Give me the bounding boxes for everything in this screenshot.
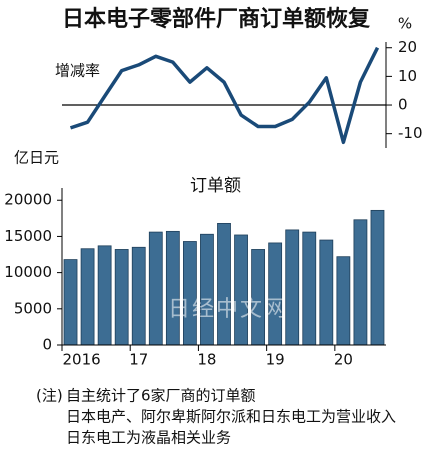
bar bbox=[268, 242, 283, 346]
bar-label: 订单额 bbox=[190, 176, 241, 196]
bar bbox=[370, 209, 385, 346]
y2-tick-label: 10 bbox=[398, 67, 417, 85]
bar bbox=[148, 231, 163, 346]
bar bbox=[200, 233, 214, 346]
y2-tick-label: -10 bbox=[398, 124, 423, 142]
bar bbox=[353, 219, 368, 346]
y2-unit: % bbox=[398, 15, 412, 33]
x-tick-label: 2016 bbox=[63, 351, 101, 369]
y-unit: 亿日元 bbox=[14, 149, 59, 167]
bar bbox=[97, 245, 112, 346]
bar bbox=[165, 230, 180, 346]
line-label: 增减率 bbox=[55, 62, 100, 80]
bar bbox=[217, 222, 231, 346]
y-tick-label: 20000 bbox=[4, 191, 52, 209]
bar bbox=[336, 256, 351, 346]
note: 日本电产、阿尔卑斯阿尔派和日东电工为营业收入 bbox=[66, 408, 396, 426]
bar bbox=[80, 248, 95, 346]
note-label: (注) bbox=[36, 387, 63, 405]
y2-tick-label: 0 bbox=[398, 96, 408, 114]
x-tick-label: 19 bbox=[266, 351, 285, 369]
bar bbox=[131, 246, 146, 346]
bar bbox=[63, 259, 78, 346]
x-tick-label: 20 bbox=[334, 351, 353, 369]
watermark: 日经中文网 bbox=[168, 297, 288, 322]
y-tick-label: 10000 bbox=[4, 263, 52, 281]
y-tick-label: 0 bbox=[42, 336, 52, 354]
bar bbox=[114, 249, 129, 346]
chart-title: 日本电子零部件厂商订单额恢复 bbox=[62, 6, 371, 32]
y-tick-label: 15000 bbox=[4, 227, 52, 245]
y2-tick-label: 20 bbox=[398, 38, 417, 56]
bar bbox=[319, 239, 334, 346]
y-tick-label: 5000 bbox=[14, 299, 52, 317]
note: 自主统计了6家厂商的订单额 bbox=[66, 387, 256, 405]
bar bbox=[285, 229, 300, 346]
x-tick-label: 17 bbox=[129, 351, 148, 369]
bar bbox=[182, 241, 197, 346]
note: 日东电工为液晶相关业务 bbox=[66, 429, 231, 447]
x-tick-label: 18 bbox=[197, 351, 216, 369]
bar bbox=[234, 234, 248, 346]
line bbox=[69, 46, 380, 145]
bar bbox=[302, 231, 317, 346]
